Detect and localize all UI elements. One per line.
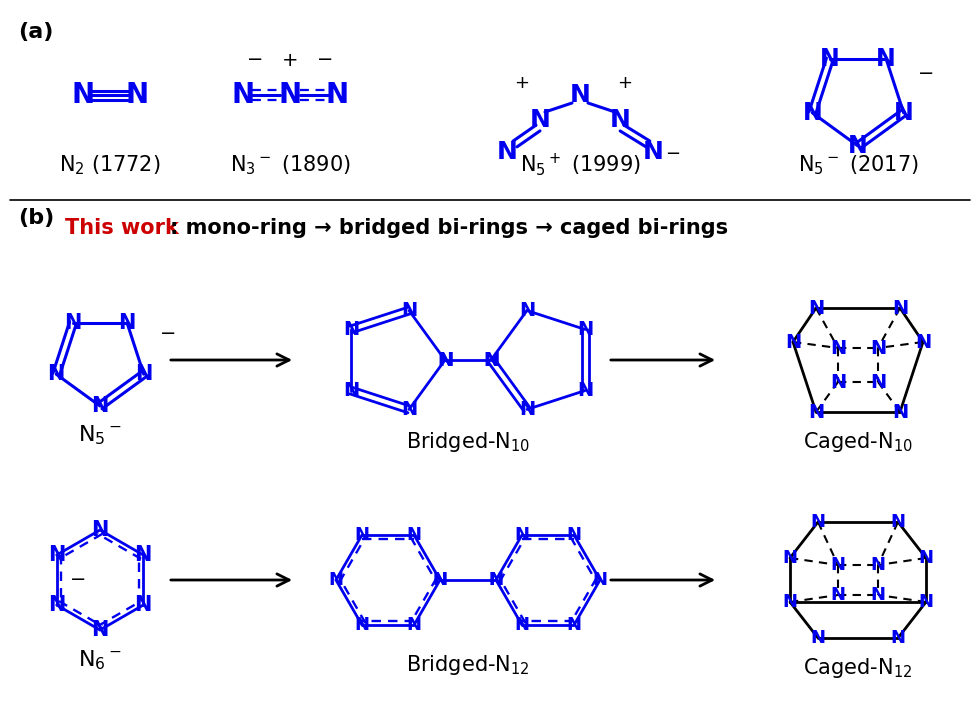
Text: N: N <box>810 629 825 647</box>
Text: N: N <box>918 593 934 611</box>
Text: N: N <box>343 381 359 400</box>
Text: N: N <box>343 320 359 339</box>
Text: N: N <box>65 312 81 333</box>
Text: N: N <box>808 402 824 421</box>
Text: Bridged-N$_{10}$: Bridged-N$_{10}$ <box>406 430 530 454</box>
Text: N$_3$$^-$ (1890): N$_3$$^-$ (1890) <box>229 153 351 177</box>
Text: N: N <box>894 101 913 125</box>
Text: N: N <box>125 81 149 109</box>
Text: N: N <box>278 81 302 109</box>
Text: N: N <box>48 595 66 615</box>
Text: N$_5$$^+$ (1999): N$_5$$^+$ (1999) <box>519 151 640 179</box>
Text: N: N <box>830 338 846 358</box>
Text: +: + <box>617 74 632 92</box>
Text: N: N <box>91 396 109 416</box>
Text: −: − <box>160 325 176 343</box>
Text: N: N <box>876 48 896 71</box>
Text: N: N <box>782 593 798 611</box>
Text: N$_6$$^-$: N$_6$$^-$ <box>78 648 122 672</box>
Text: N: N <box>892 402 908 421</box>
Text: Caged-N$_{10}$: Caged-N$_{10}$ <box>804 430 913 454</box>
Text: +: + <box>282 50 298 70</box>
Text: N: N <box>518 301 535 320</box>
Text: N: N <box>355 616 369 634</box>
Text: N: N <box>488 571 504 589</box>
Text: N: N <box>643 140 663 164</box>
Text: This work: This work <box>65 218 179 238</box>
Text: N: N <box>577 320 593 339</box>
Text: N: N <box>529 108 551 132</box>
Text: N: N <box>325 81 349 109</box>
Text: N: N <box>830 586 846 604</box>
Text: N: N <box>610 108 630 132</box>
Text: N: N <box>437 351 453 369</box>
Text: N: N <box>810 513 825 531</box>
Text: N: N <box>892 299 908 318</box>
Text: N: N <box>401 301 417 320</box>
Text: N: N <box>870 338 886 358</box>
Text: N: N <box>830 372 846 392</box>
Text: Caged-N$_{12}$: Caged-N$_{12}$ <box>804 656 912 680</box>
Text: N: N <box>870 372 886 392</box>
Text: N: N <box>514 526 529 544</box>
Text: (a): (a) <box>18 22 53 42</box>
Text: N: N <box>119 312 135 333</box>
Text: N: N <box>91 520 109 540</box>
Text: N: N <box>483 351 499 369</box>
Text: −: − <box>70 570 86 590</box>
Text: N$_2$ (1772): N$_2$ (1772) <box>59 153 161 177</box>
Text: −: − <box>665 145 680 163</box>
Text: N: N <box>72 81 94 109</box>
Text: N: N <box>488 571 504 589</box>
Text: N: N <box>891 513 906 531</box>
Text: N: N <box>820 48 840 71</box>
Text: −: − <box>918 65 934 84</box>
Text: N: N <box>518 400 535 419</box>
Text: N: N <box>918 549 934 567</box>
Text: N: N <box>514 616 529 634</box>
Text: N: N <box>401 400 417 419</box>
Text: N: N <box>593 571 608 589</box>
Text: N: N <box>135 364 153 384</box>
Text: N: N <box>134 595 152 615</box>
Text: N: N <box>231 81 255 109</box>
Text: −: − <box>317 50 333 70</box>
Text: Bridged-N$_{12}$: Bridged-N$_{12}$ <box>406 653 530 677</box>
Text: N: N <box>437 351 453 369</box>
Text: N: N <box>803 101 822 125</box>
Text: : mono-ring → bridged bi-rings → caged bi-rings: : mono-ring → bridged bi-rings → caged b… <box>170 218 728 238</box>
Text: N: N <box>915 333 931 351</box>
Text: N: N <box>870 556 886 574</box>
Text: N: N <box>891 629 906 647</box>
Text: N: N <box>328 571 344 589</box>
Text: N: N <box>483 351 499 369</box>
Text: N: N <box>808 299 824 318</box>
Text: N: N <box>48 545 66 565</box>
Text: N: N <box>497 140 517 164</box>
Text: N: N <box>432 571 448 589</box>
Text: +: + <box>514 74 529 92</box>
Text: N: N <box>870 586 886 604</box>
Text: N: N <box>91 620 109 640</box>
Text: N: N <box>355 526 369 544</box>
Text: −: − <box>247 50 264 70</box>
Text: N: N <box>432 571 448 589</box>
Text: N: N <box>577 381 593 400</box>
Text: N: N <box>782 549 798 567</box>
Text: N: N <box>48 364 65 384</box>
Text: N: N <box>407 616 421 634</box>
Text: N: N <box>134 545 152 565</box>
Text: N: N <box>566 616 581 634</box>
Text: N$_5$$^-$: N$_5$$^-$ <box>78 423 122 447</box>
Text: N$_5$$^-$ (2017): N$_5$$^-$ (2017) <box>798 153 918 177</box>
Text: N: N <box>407 526 421 544</box>
Text: N: N <box>566 526 581 544</box>
Text: N: N <box>848 134 868 158</box>
Text: N: N <box>830 556 846 574</box>
Text: N: N <box>785 333 801 351</box>
Text: N: N <box>569 83 590 107</box>
Text: (b): (b) <box>18 208 54 228</box>
